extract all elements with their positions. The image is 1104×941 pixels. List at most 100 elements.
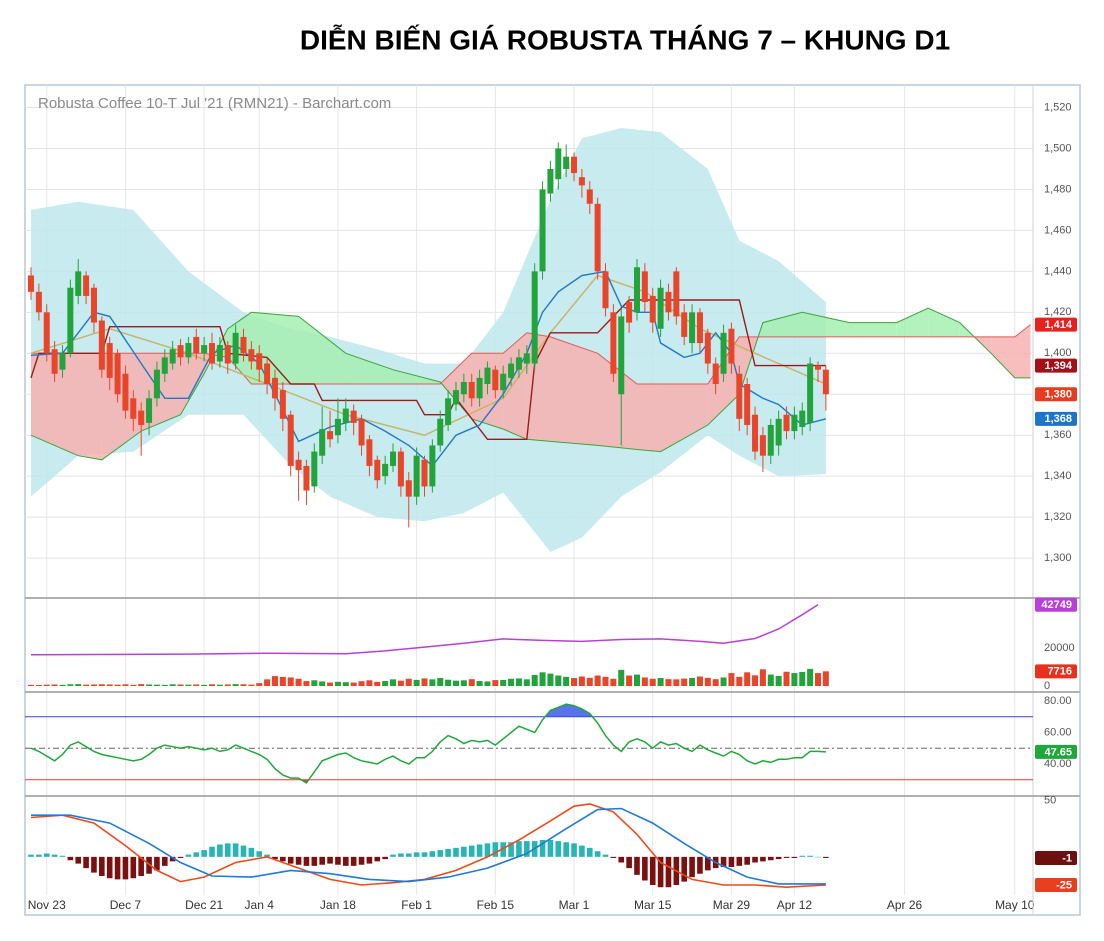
histogram-bar bbox=[75, 856, 82, 864]
histogram-bar bbox=[390, 854, 396, 857]
volume-bar bbox=[287, 677, 294, 687]
x-tick-label: Jan 18 bbox=[320, 898, 356, 912]
price-tag-label: 7716 bbox=[1048, 666, 1072, 678]
histogram-bar bbox=[728, 856, 735, 867]
volume-bar bbox=[429, 679, 436, 687]
y-tick-label: 1,340 bbox=[1044, 470, 1072, 482]
candle-body bbox=[374, 459, 381, 481]
volume-bar bbox=[366, 680, 373, 687]
histogram-bar bbox=[185, 854, 192, 857]
histogram-bar bbox=[783, 856, 790, 858]
histogram-bar bbox=[823, 856, 829, 858]
price-tag bbox=[1035, 744, 1077, 759]
volume-bar bbox=[791, 673, 798, 687]
histogram-bar bbox=[130, 856, 137, 879]
volume-bar bbox=[303, 681, 310, 687]
cloud-fill bbox=[1014, 324, 1031, 378]
volume-bar bbox=[563, 676, 570, 687]
candle-body bbox=[744, 384, 751, 425]
candle-body bbox=[704, 332, 711, 364]
cloud-fill bbox=[762, 312, 803, 337]
candle-body bbox=[177, 345, 184, 358]
histogram-bar bbox=[555, 841, 562, 857]
volume-bar bbox=[216, 684, 223, 687]
candle-body bbox=[75, 271, 82, 296]
volume-bar bbox=[358, 681, 365, 687]
volume-bar bbox=[775, 675, 782, 687]
histogram-bar bbox=[303, 856, 310, 866]
candle-body bbox=[633, 267, 640, 313]
volume-bar bbox=[523, 679, 530, 687]
volume-bar bbox=[232, 684, 239, 687]
candle-body bbox=[508, 363, 515, 378]
price-tag-label: 42749 bbox=[1041, 599, 1072, 611]
histogram-bar bbox=[256, 851, 263, 857]
candle-body bbox=[665, 291, 672, 313]
candle-body bbox=[279, 390, 286, 419]
candle-body bbox=[342, 408, 349, 423]
candle-body bbox=[161, 357, 168, 374]
candle-body bbox=[539, 189, 546, 272]
candle-body bbox=[106, 343, 113, 378]
histogram-bar bbox=[398, 853, 404, 857]
histogram-bar bbox=[571, 843, 577, 857]
y-tick-label: 1,440 bbox=[1044, 265, 1072, 277]
volume-bar bbox=[508, 678, 515, 687]
volume-bar bbox=[193, 684, 200, 687]
histogram-bar bbox=[594, 851, 601, 857]
level-fill bbox=[545, 704, 593, 717]
volume-bar bbox=[240, 684, 247, 687]
histogram-bar bbox=[366, 856, 373, 864]
senkou-span-a bbox=[30, 307, 1031, 461]
histogram-bar bbox=[547, 839, 554, 857]
histogram-bar bbox=[767, 856, 774, 861]
chart-title: DIỄN BIẾN GIÁ ROBUSTA THÁNG 7 – KHUNG D1 bbox=[300, 24, 950, 55]
x-tick-label: Dec 7 bbox=[110, 898, 142, 912]
candle-body bbox=[256, 353, 263, 370]
candle-body bbox=[673, 271, 680, 317]
volume-bar bbox=[681, 678, 688, 687]
candle-body bbox=[752, 414, 759, 452]
candle-body bbox=[413, 455, 420, 497]
candle-body bbox=[720, 332, 727, 374]
volume-bar bbox=[405, 678, 412, 687]
histogram-bar bbox=[476, 844, 483, 857]
cloud-fill bbox=[345, 353, 394, 385]
candle-body bbox=[500, 373, 507, 391]
volume-bar bbox=[350, 682, 357, 687]
volume-bar bbox=[531, 674, 538, 687]
candle-body bbox=[382, 463, 389, 477]
x-tick-label: Apr 12 bbox=[777, 898, 813, 912]
y-tick-label: 60.00 bbox=[1044, 726, 1072, 738]
histogram-bar bbox=[437, 850, 444, 857]
candle-body bbox=[791, 414, 798, 432]
volume-bar bbox=[704, 677, 711, 687]
candle-body bbox=[767, 424, 774, 456]
histogram-bar bbox=[319, 856, 325, 865]
volume-bar bbox=[696, 676, 703, 687]
candle-body bbox=[28, 275, 34, 292]
histogram-bar bbox=[405, 853, 412, 857]
volume-bar bbox=[35, 685, 42, 687]
histogram-bar bbox=[413, 852, 420, 857]
volume-bar bbox=[271, 676, 278, 687]
volume-bar bbox=[177, 684, 184, 687]
cloud-fill bbox=[550, 336, 598, 446]
indicator-line bbox=[30, 270, 827, 467]
candle-body bbox=[232, 332, 239, 364]
candle-body bbox=[138, 410, 145, 425]
histogram-bar bbox=[201, 850, 207, 857]
y-tick-label: 80.00 bbox=[1044, 695, 1072, 707]
price-tag-label: -1 bbox=[1062, 852, 1072, 864]
volume-bar bbox=[319, 681, 326, 687]
candle-body bbox=[460, 381, 467, 395]
histogram-bar bbox=[264, 854, 270, 857]
x-tick-label: Mar 29 bbox=[713, 898, 751, 912]
histogram-bar bbox=[484, 843, 491, 857]
histogram-bar bbox=[280, 856, 286, 862]
histogram-bar bbox=[43, 853, 50, 857]
histogram-bar bbox=[374, 856, 381, 862]
senkou-span-b bbox=[31, 324, 1031, 385]
volume-bar bbox=[728, 673, 735, 687]
